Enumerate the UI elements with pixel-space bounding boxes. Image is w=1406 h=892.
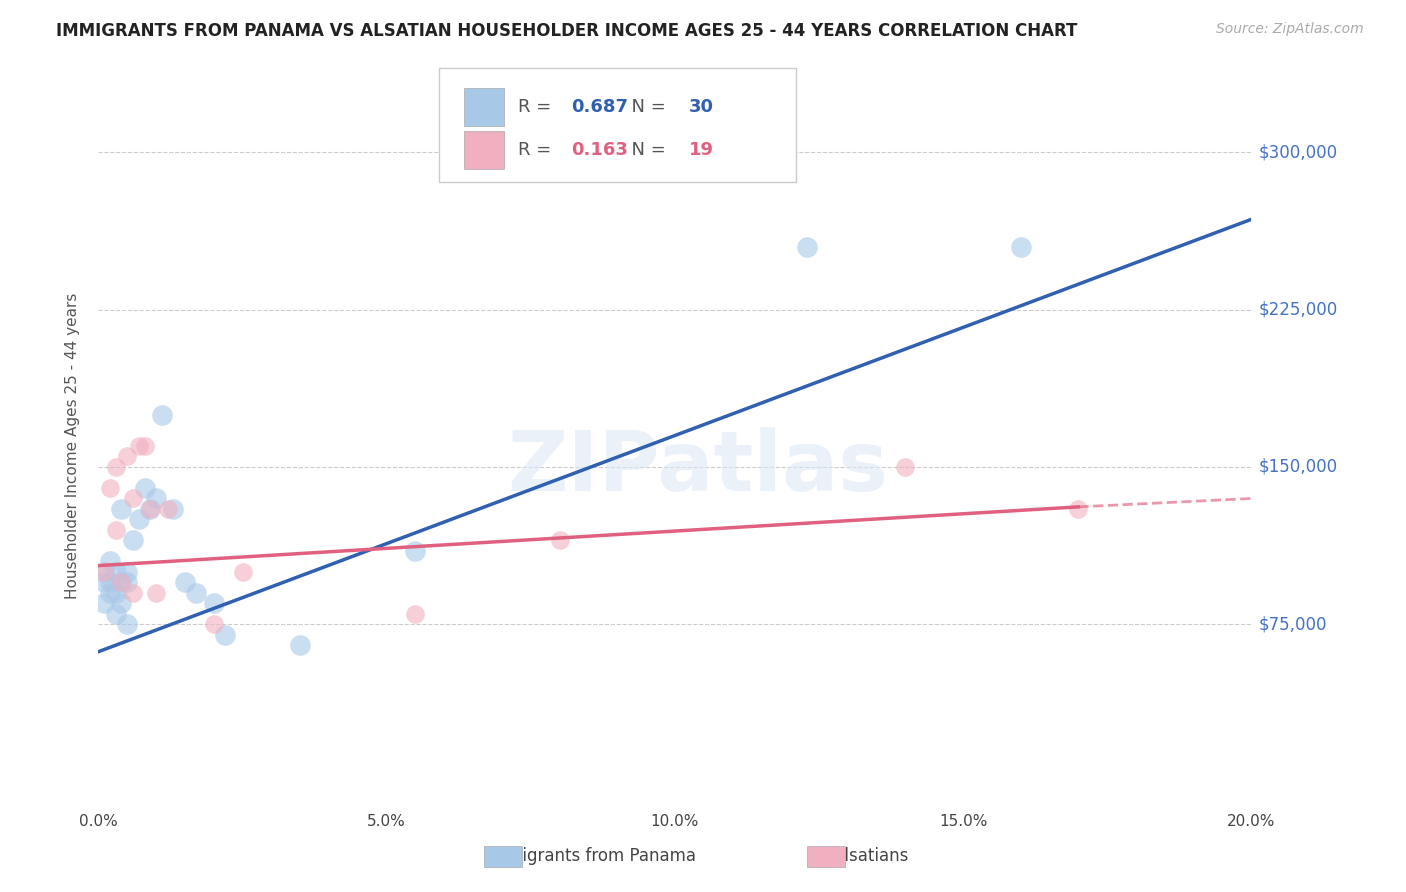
Point	[93, 565, 115, 579]
Point	[145, 491, 167, 506]
Point	[894, 460, 917, 475]
Text: $300,000: $300,000	[1258, 143, 1337, 161]
Text: R =: R =	[517, 141, 557, 159]
Point	[231, 565, 254, 579]
Point	[290, 639, 312, 653]
Point	[214, 628, 236, 642]
Text: R =: R =	[517, 98, 557, 116]
Point	[98, 554, 121, 568]
Point	[134, 481, 156, 495]
Point	[117, 617, 138, 632]
Point	[117, 450, 138, 464]
Point	[405, 544, 427, 558]
Point	[104, 586, 127, 600]
Text: $150,000: $150,000	[1258, 458, 1337, 476]
Point	[104, 565, 127, 579]
Point	[139, 502, 162, 516]
Point	[134, 439, 156, 453]
Point	[117, 565, 138, 579]
Point	[156, 502, 179, 516]
Point	[1010, 239, 1032, 253]
Point	[202, 617, 225, 632]
Point	[110, 575, 132, 590]
Point	[128, 512, 150, 526]
Text: Immigrants from Panama: Immigrants from Panama	[485, 847, 696, 865]
Text: Source: ZipAtlas.com: Source: ZipAtlas.com	[1216, 22, 1364, 37]
Text: 0.163: 0.163	[571, 141, 628, 159]
Point	[110, 596, 132, 610]
Point	[122, 533, 145, 548]
Text: $225,000: $225,000	[1258, 301, 1337, 318]
Point	[122, 491, 145, 506]
Point	[104, 523, 127, 537]
Point	[104, 607, 127, 621]
Point	[110, 575, 132, 590]
Bar	[464, 88, 505, 126]
Point	[98, 481, 121, 495]
Point	[162, 502, 184, 516]
Point	[1067, 502, 1090, 516]
Point	[150, 408, 173, 422]
Point	[93, 575, 115, 590]
Point	[405, 607, 427, 621]
Point	[117, 575, 138, 590]
Text: 0.687: 0.687	[571, 98, 628, 116]
Point	[128, 439, 150, 453]
Text: N =: N =	[620, 141, 671, 159]
Point	[139, 502, 162, 516]
Point	[93, 596, 115, 610]
Text: 30: 30	[689, 98, 714, 116]
Point	[93, 565, 115, 579]
Point	[98, 575, 121, 590]
Text: $75,000: $75,000	[1258, 615, 1327, 633]
Point	[548, 533, 571, 548]
Text: Alsatians: Alsatians	[834, 847, 910, 865]
Point	[122, 586, 145, 600]
Point	[145, 586, 167, 600]
FancyBboxPatch shape	[439, 68, 796, 182]
Text: N =: N =	[620, 98, 671, 116]
Point	[174, 575, 197, 590]
Point	[98, 586, 121, 600]
Point	[104, 460, 127, 475]
Text: 19: 19	[689, 141, 714, 159]
Point	[202, 596, 225, 610]
Text: IMMIGRANTS FROM PANAMA VS ALSATIAN HOUSEHOLDER INCOME AGES 25 - 44 YEARS CORRELA: IMMIGRANTS FROM PANAMA VS ALSATIAN HOUSE…	[56, 22, 1077, 40]
Point	[186, 586, 208, 600]
Point	[110, 502, 132, 516]
Point	[796, 239, 818, 253]
Y-axis label: Householder Income Ages 25 - 44 years: Householder Income Ages 25 - 44 years	[65, 293, 80, 599]
Text: ZIPatlas: ZIPatlas	[508, 427, 889, 508]
Bar	[464, 131, 505, 169]
